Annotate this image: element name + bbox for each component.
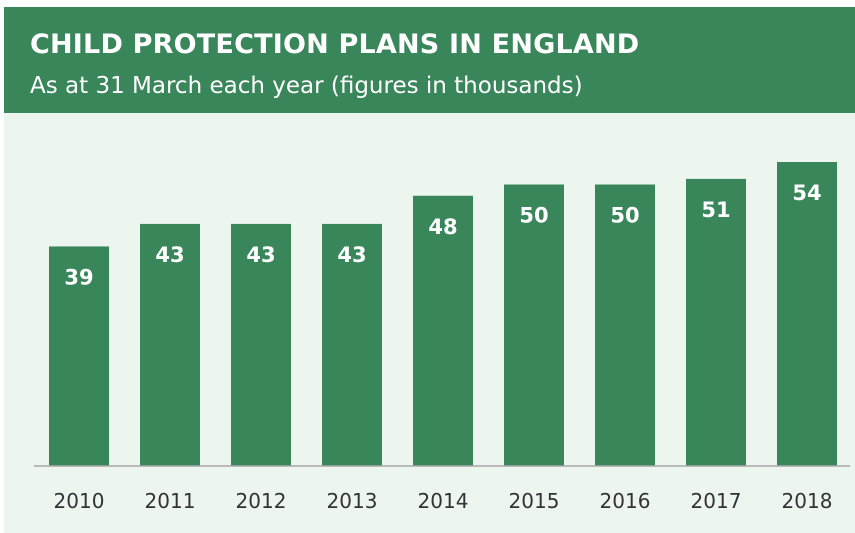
data-label-2010: 39: [64, 265, 93, 289]
bar-2014: [413, 195, 473, 466]
data-label-2018: 54: [792, 181, 821, 205]
bar-2011: [140, 223, 200, 466]
data-label-2015: 50: [519, 204, 548, 228]
x-tick-label-2018: 2018: [782, 489, 833, 513]
x-tick-label-2013: 2013: [327, 489, 378, 513]
chart-header: CHILD PROTECTION PLANS IN ENGLAND As at …: [4, 7, 855, 113]
data-label-2013: 43: [337, 243, 366, 267]
chart-subtitle: As at 31 March each year (figures in tho…: [30, 73, 583, 99]
chart-title: CHILD PROTECTION PLANS IN ENGLAND: [30, 29, 640, 60]
bar-2013: [322, 223, 382, 466]
data-label-2017: 51: [701, 198, 730, 222]
bar-2016: [595, 184, 655, 466]
bar-2010: [49, 246, 109, 466]
x-tick-label-2012: 2012: [236, 489, 287, 513]
data-label-2016: 50: [610, 204, 639, 228]
x-tick-labels-group: 2010 2011 2012 2013 2014 2015 2016 2017 2018: [54, 489, 833, 513]
x-tick-label-2016: 2016: [600, 489, 651, 513]
data-label-2014: 48: [428, 215, 457, 239]
data-label-2012: 43: [246, 243, 275, 267]
bar-2017: [686, 178, 746, 466]
bar-2015: [504, 184, 564, 466]
bars-group: [49, 162, 837, 466]
bar-2018: [777, 162, 837, 466]
x-tick-label-2014: 2014: [418, 489, 469, 513]
bar-2012: [231, 223, 291, 466]
data-label-2011: 43: [155, 243, 184, 267]
x-tick-label-2015: 2015: [509, 489, 560, 513]
x-tick-label-2011: 2011: [145, 489, 196, 513]
x-tick-label-2010: 2010: [54, 489, 105, 513]
x-tick-label-2017: 2017: [691, 489, 742, 513]
data-labels-group: 39 43 43 43 48 50 50 51 54: [64, 181, 821, 289]
